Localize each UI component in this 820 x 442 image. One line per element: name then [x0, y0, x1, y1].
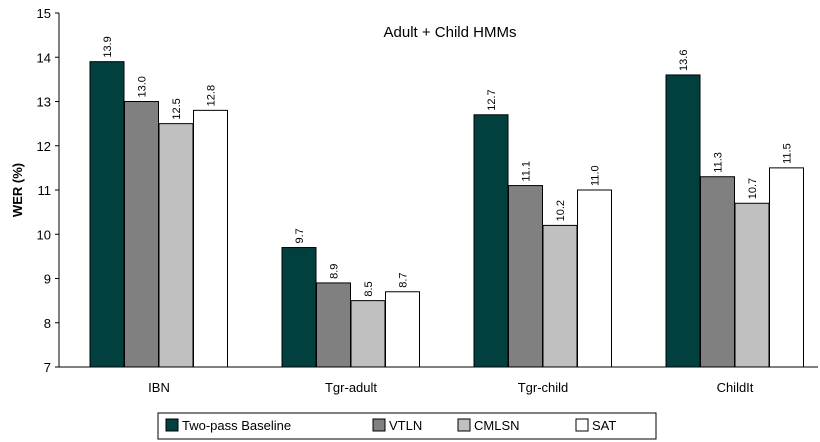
x-category-label: Tgr-adult: [325, 380, 377, 395]
data-label-two-pass-baseline-ibn: 13.9: [102, 36, 114, 57]
y-tick-label: 8: [44, 316, 51, 331]
x-category-label: ChildIt: [717, 380, 754, 395]
legend-box: [157, 412, 657, 440]
data-label-two-pass-baseline-childit: 13.6: [678, 50, 690, 71]
y-tick-label: 15: [37, 6, 51, 21]
bar-two-pass-baseline-tgr-adult: [281, 247, 317, 368]
bar-two-pass-baseline-childit: [665, 74, 701, 368]
data-label-vtln-tgr-adult: 8.9: [329, 264, 341, 279]
x-labels-group: IBN Tgr-adult Tgr-child ChildIt: [148, 380, 754, 395]
legend: Two-pass Baseline VTLN CMLSN SAT: [157, 412, 657, 440]
y-tick-label: 10: [37, 227, 51, 242]
data-label-vtln-tgr-child: 11.1: [521, 161, 533, 182]
bar-two-pass-baseline-tgr-child: [473, 114, 509, 368]
legend-label-cmlsn: CMLSN: [474, 418, 520, 433]
legend-swatch-two-pass-baseline: [165, 418, 179, 432]
bar-vtln-childit: [700, 176, 735, 368]
x-category-label: IBN: [148, 380, 170, 395]
y-ticks: 7 8 9 10 11 12 13 14 15: [37, 6, 59, 375]
data-label-vtln-childit: 11.3: [713, 152, 725, 173]
data-label-two-pass-baseline-tgr-child: 12.7: [486, 89, 498, 110]
data-label-two-pass-baseline-tgr-adult: 9.7: [294, 228, 306, 243]
legend-swatch-cmlsn: [457, 418, 471, 432]
bar-sat-childit: [769, 167, 804, 368]
y-axis-label: WER (%): [10, 163, 25, 217]
data-label-sat-childit: 11.5: [782, 143, 794, 164]
bar-sat-tgr-child: [577, 189, 612, 368]
data-label-sat-ibn: 12.8: [206, 85, 218, 106]
bar-cmlsn-ibn: [158, 123, 194, 368]
y-axis: 7 8 9 10 11 12 13 14 15: [37, 6, 60, 375]
y-tick-label: 12: [37, 139, 51, 154]
legend-label-sat: SAT: [592, 418, 616, 433]
bar-vtln-tgr-adult: [316, 282, 351, 368]
bar-series-group: [89, 61, 804, 368]
legend-swatch-sat: [575, 418, 589, 432]
data-label-sat-tgr-child: 11.0: [590, 165, 602, 186]
y-tick-label: 11: [38, 183, 52, 198]
bar-sat-tgr-adult: [385, 291, 420, 368]
bar-cmlsn-tgr-adult: [350, 300, 386, 368]
data-label-cmlsn-tgr-adult: 8.5: [363, 281, 375, 296]
bar-cmlsn-tgr-child: [542, 224, 578, 368]
data-label-cmlsn-ibn: 12.5: [171, 98, 183, 119]
x-category-label: Tgr-child: [518, 380, 569, 395]
data-label-cmlsn-tgr-child: 10.2: [555, 200, 567, 221]
data-label-vtln-ibn: 13.0: [137, 76, 149, 97]
bar-cmlsn-childit: [734, 202, 770, 368]
y-tick-label: 7: [44, 360, 51, 375]
bar-sat-ibn: [193, 109, 228, 368]
data-label-sat-tgr-adult: 8.7: [398, 272, 410, 287]
value-labels-group: 13.9 13.0 12.5 12.8 9.7 8.9 8.5 8.7 12.7 11.1 10.2…: [102, 36, 794, 296]
y-tick-label: 14: [37, 50, 51, 65]
y-tick-label: 13: [37, 95, 51, 110]
bar-two-pass-baseline-ibn: [89, 61, 125, 368]
legend-label-vtln: VTLN: [389, 418, 422, 433]
y-tick-label: 9: [44, 272, 51, 287]
bar-vtln-ibn: [124, 101, 159, 368]
bar-vtln-tgr-child: [508, 185, 543, 368]
chart-title: Adult + Child HMMs: [384, 24, 517, 41]
data-label-cmlsn-childit: 10.7: [747, 178, 759, 199]
legend-swatch-vtln: [372, 418, 386, 432]
legend-label-two-pass-baseline: Two-pass Baseline: [182, 418, 291, 433]
